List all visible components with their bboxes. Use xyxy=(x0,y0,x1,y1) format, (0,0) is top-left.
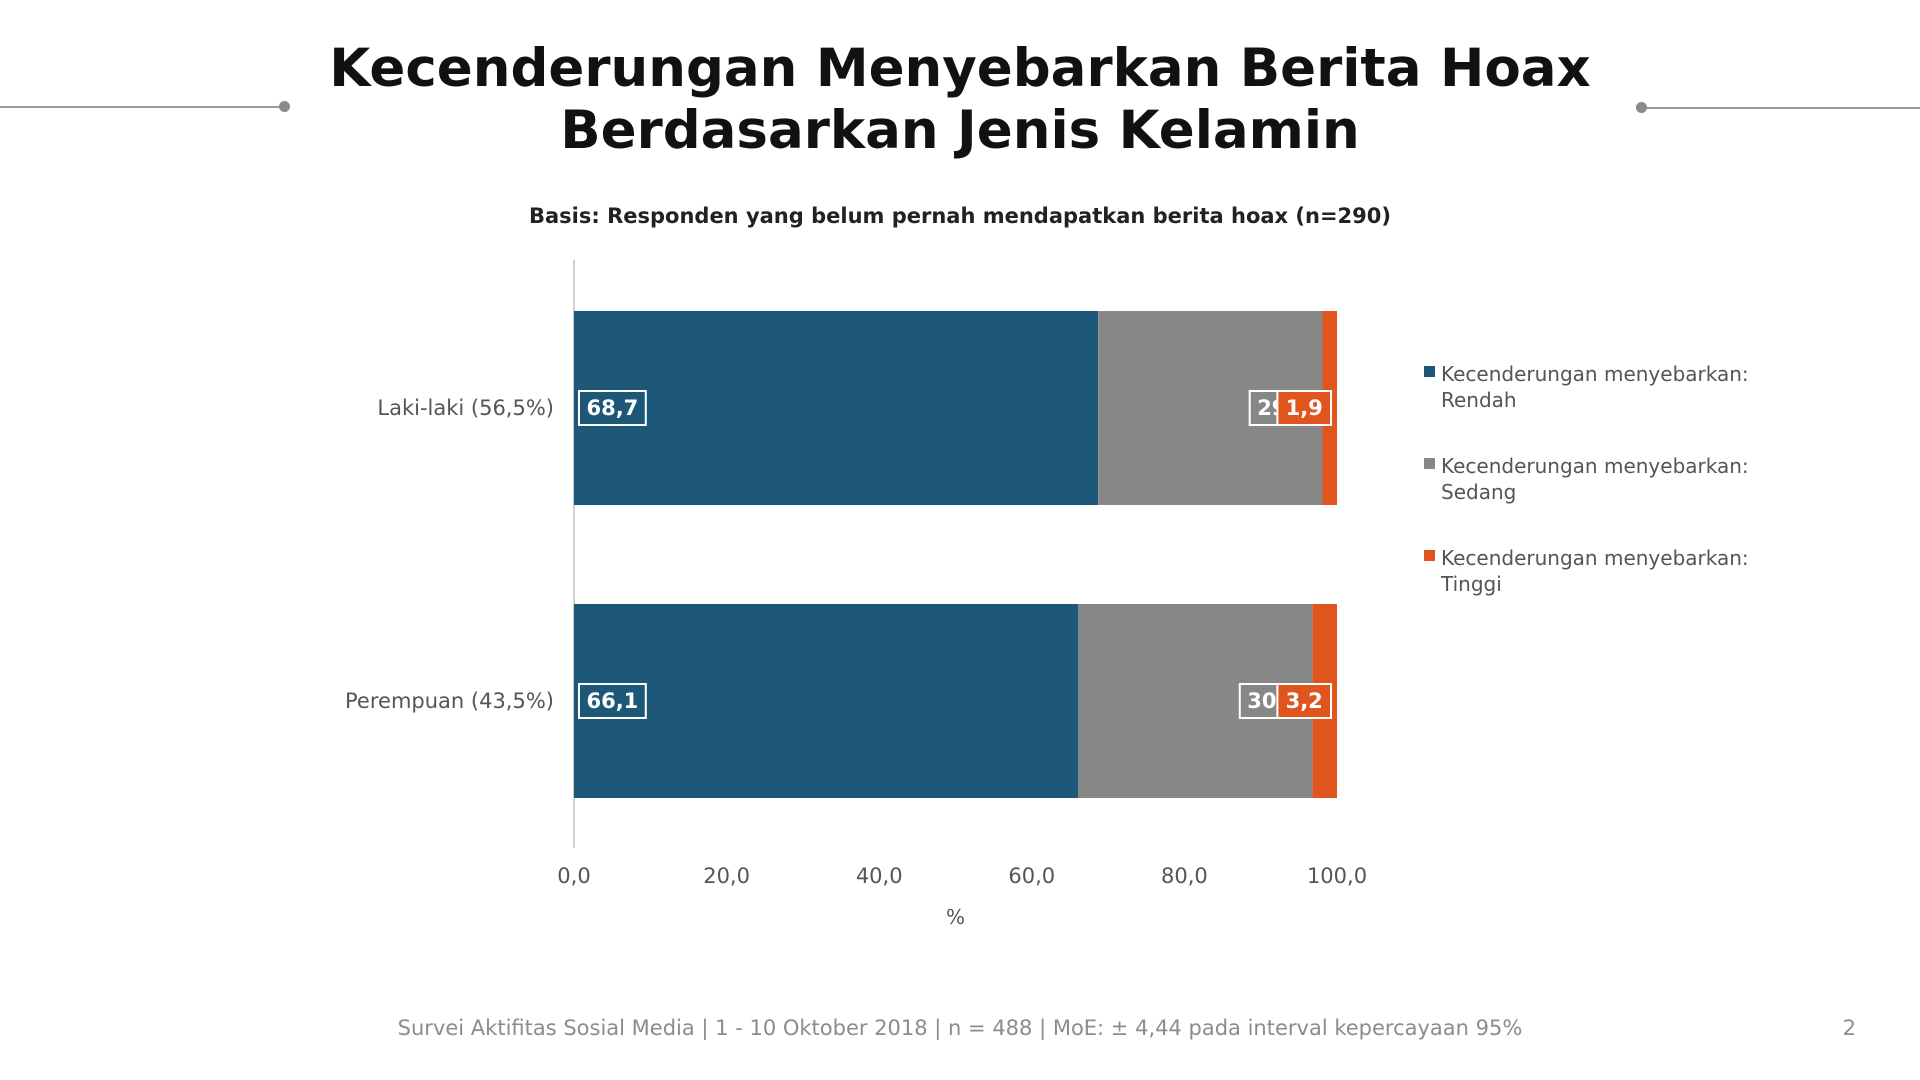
bar-rendah-2 xyxy=(574,604,1079,798)
bar-rendah-1 xyxy=(574,311,1099,505)
right-decor-dot xyxy=(1636,102,1647,113)
footer-text: Survei Aktifitas Sosial Media | 1 - 10 O… xyxy=(397,1016,1523,1040)
data-label-box-rendah-1 xyxy=(578,390,647,426)
legend-label-tinggi-line1: Kecenderungan menyebarkan: xyxy=(1441,546,1749,570)
data-label-rendah-2: 66,1 xyxy=(586,689,638,713)
category-label-2: Perempuan (43,5%) xyxy=(345,689,554,713)
page-title: Kecenderungan Menyebarkan Berita Hoax Be… xyxy=(0,38,1920,162)
x-tick-label: 0,0 xyxy=(557,864,590,888)
legend-label-rendah-line1: Kecenderungan menyebarkan: xyxy=(1441,362,1749,386)
legend-label-sedang-line2: Sedang xyxy=(1441,480,1516,504)
x-tick-label: 100,0 xyxy=(1307,864,1367,888)
x-tick-label: 60,0 xyxy=(1008,864,1055,888)
category-label-1: Laki-laki (56,5%) xyxy=(377,396,554,420)
x-tick-label: 40,0 xyxy=(856,864,903,888)
data-label-box-tinggi-2 xyxy=(1276,683,1333,719)
title-line-1: Kecenderungan Menyebarkan Berita Hoax xyxy=(329,38,1591,99)
data-label-box-rendah-2 xyxy=(578,683,647,719)
legend-label-tinggi-line2: Tinggi xyxy=(1440,572,1502,596)
legend-swatch-sedang xyxy=(1424,458,1435,469)
x-axis-label: % xyxy=(946,905,965,929)
legend-label-sedang-line1: Kecenderungan menyebarkan: xyxy=(1441,454,1749,478)
x-tick-label: 80,0 xyxy=(1161,864,1208,888)
data-label-tinggi-1: 1,9 xyxy=(1286,396,1323,420)
data-label-rendah-1: 68,7 xyxy=(586,396,638,420)
legend-swatch-tinggi xyxy=(1424,550,1435,561)
page-number: 2 xyxy=(1842,1016,1856,1040)
legend-swatch-rendah xyxy=(1424,366,1435,377)
data-label-tinggi-2: 3,2 xyxy=(1286,689,1323,713)
right-decor-line xyxy=(1642,107,1920,109)
x-tick-label: 20,0 xyxy=(703,864,750,888)
left-decor-dot xyxy=(279,101,290,112)
data-label-box-tinggi-1 xyxy=(1276,390,1333,426)
chart-subtitle: Basis: Responden yang belum pernah menda… xyxy=(529,204,1391,228)
title-line-2: Berdasarkan Jenis Kelamin xyxy=(560,100,1360,161)
left-decor-line xyxy=(0,106,284,108)
legend-label-rendah-line2: Rendah xyxy=(1441,388,1517,412)
